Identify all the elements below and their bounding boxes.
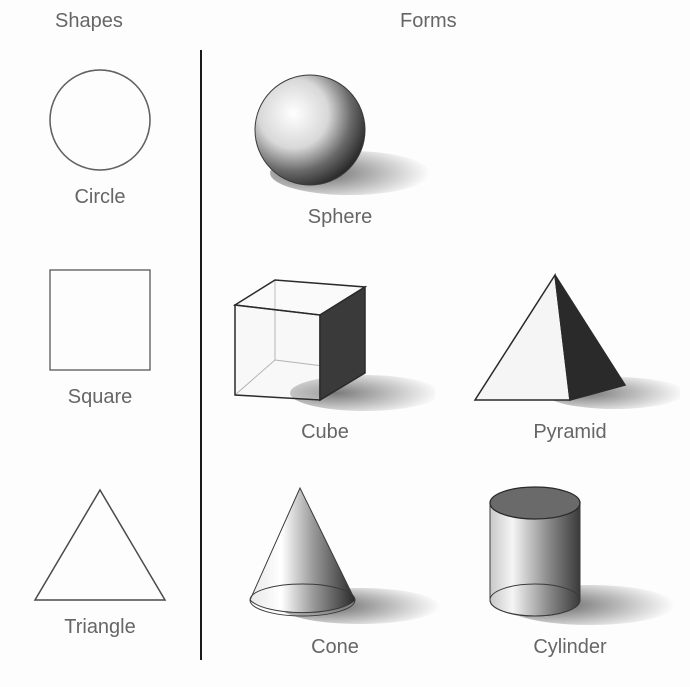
pyramid-drawing	[460, 265, 680, 415]
cylinder-drawing	[460, 475, 680, 630]
pyramid-label: Pyramid	[460, 421, 680, 444]
header-shapes: Shapes	[55, 10, 123, 33]
triangle-label: Triangle	[25, 616, 175, 639]
shape-circle: Circle	[35, 60, 165, 209]
cone-drawing	[225, 480, 445, 630]
cube-drawing	[215, 265, 435, 415]
circle-label: Circle	[35, 186, 165, 209]
form-cylinder: Cylinder	[460, 475, 680, 659]
circle-drawing	[35, 60, 165, 180]
form-cube: Cube	[215, 265, 435, 444]
form-sphere: Sphere	[230, 55, 450, 229]
sphere-label: Sphere	[230, 206, 450, 229]
cube-label: Cube	[215, 421, 435, 444]
cone-label: Cone	[225, 636, 445, 659]
square-drawing	[35, 260, 165, 380]
shape-square: Square	[35, 260, 165, 409]
divider-line	[200, 50, 202, 660]
square-label: Square	[35, 386, 165, 409]
header-forms: Forms	[400, 10, 457, 33]
shapes-vs-forms-diagram: Shapes Forms Circle Square Triangle	[0, 0, 690, 687]
shape-triangle: Triangle	[25, 480, 175, 639]
cylinder-label: Cylinder	[460, 636, 680, 659]
sphere-drawing	[230, 55, 450, 200]
form-cone: Cone	[225, 480, 445, 659]
triangle-drawing	[25, 480, 175, 610]
form-pyramid: Pyramid	[460, 265, 680, 444]
